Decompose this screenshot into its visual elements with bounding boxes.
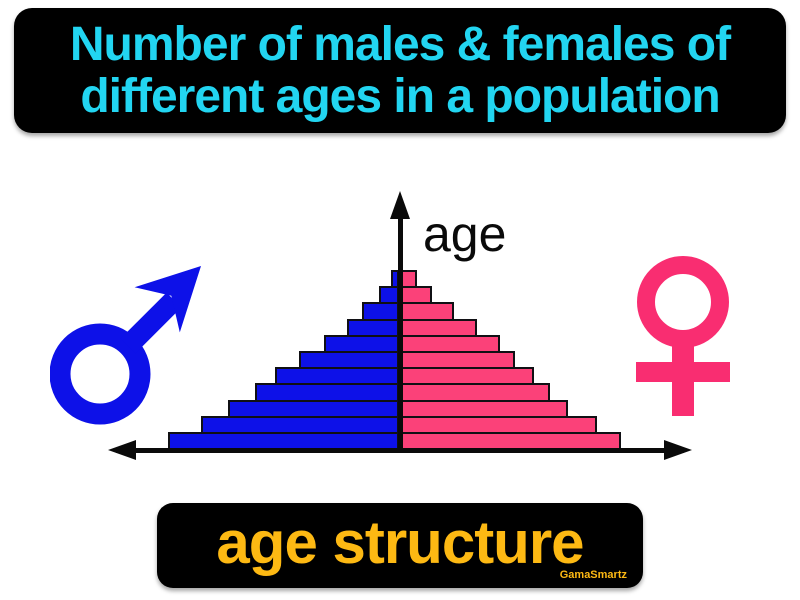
title-line-2: different ages in a population: [80, 69, 720, 123]
age-axis-label: age: [423, 206, 507, 262]
title-line-1: Number of males & females of: [69, 17, 731, 71]
term-banner: age structure GamaSmartz: [157, 503, 643, 588]
female-symbol-icon: [636, 256, 730, 416]
title-banner: Number of males & females of different a…: [14, 8, 786, 133]
right-arrowhead-icon: [664, 440, 692, 460]
term-label: age structure: [216, 508, 584, 576]
male-symbol-icon: [50, 266, 201, 425]
population-axis-line: [116, 448, 684, 453]
left-arrowhead-icon: [108, 440, 136, 460]
age-axis-line: [398, 212, 403, 452]
age-axis-arrowhead-icon: [390, 191, 410, 219]
watermark: GamaSmartz: [559, 569, 627, 581]
